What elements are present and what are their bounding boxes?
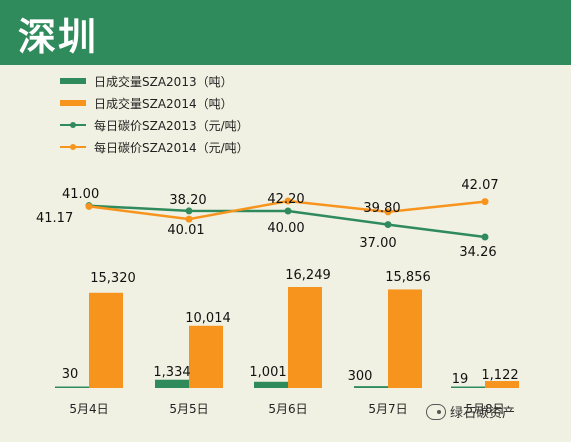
bar-label-vol-2013: 1,334 bbox=[153, 365, 190, 380]
legend-label: 每日碳价SZA2014（元/吨） bbox=[94, 140, 249, 155]
legend-item-vol-2013: 日成交量SZA2013（吨） bbox=[60, 70, 249, 92]
price-label-2014: 38.20 bbox=[169, 193, 206, 208]
bar-vol-2013 bbox=[354, 386, 388, 388]
legend: 日成交量SZA2013（吨） 日成交量SZA2014（吨） 每日碳价SZA201… bbox=[60, 70, 249, 158]
price-2013-point bbox=[284, 207, 292, 215]
legend-label: 日成交量SZA2013（吨） bbox=[94, 74, 233, 89]
bar-label-vol-2014: 10,014 bbox=[185, 311, 231, 326]
watermark-text: 绿石碳资产 bbox=[450, 406, 516, 421]
x-tick-label: 5月4日 bbox=[69, 402, 108, 416]
price-2014-point bbox=[284, 197, 292, 205]
bar-label-vol-2014: 15,856 bbox=[385, 270, 431, 285]
bar-vol-2013 bbox=[55, 386, 89, 388]
price-2013-point bbox=[384, 221, 392, 229]
bar-label-vol-2014: 15,320 bbox=[90, 271, 136, 286]
price-2013-point bbox=[481, 233, 489, 241]
bar-vol-2013 bbox=[254, 381, 288, 388]
bar-label-vol-2014: 1,122 bbox=[481, 368, 518, 383]
page-title: 深圳 bbox=[18, 15, 99, 59]
watermark: 绿石碳资产 bbox=[426, 402, 515, 421]
legend-swatch-bar bbox=[60, 75, 86, 87]
legend-item-price-2014: 每日碳价SZA2014（元/吨） bbox=[60, 136, 249, 158]
bar-label-vol-2013: 1,001 bbox=[249, 365, 286, 380]
price-label-2014: 39.80 bbox=[363, 201, 400, 216]
legend-label: 日成交量SZA2014（吨） bbox=[94, 96, 233, 111]
legend-swatch-line bbox=[60, 141, 86, 153]
price-2013-point bbox=[185, 207, 193, 215]
price-2014-point bbox=[185, 215, 193, 223]
bar-vol-2014 bbox=[485, 381, 519, 388]
price-label-2013: 37.00 bbox=[359, 236, 396, 251]
bar-vol-2014 bbox=[388, 289, 422, 388]
price-2014-point bbox=[384, 208, 392, 216]
price-label-2014: 41.00 bbox=[62, 187, 99, 202]
legend-swatch-bar bbox=[60, 97, 86, 109]
bar-label-vol-2013: 19 bbox=[452, 372, 469, 387]
legend-item-vol-2014: 日成交量SZA2014（吨） bbox=[60, 92, 249, 114]
bar-vol-2014 bbox=[288, 287, 322, 388]
price-label-2013: 40.01 bbox=[167, 223, 204, 238]
price-label-2013: 41.17 bbox=[36, 211, 73, 226]
wechat-icon bbox=[426, 403, 446, 420]
legend-swatch-line bbox=[60, 119, 86, 131]
price-label-2013: 40.00 bbox=[267, 221, 304, 236]
price-2014-point bbox=[481, 198, 489, 206]
bar-vol-2013 bbox=[155, 379, 189, 388]
price-2014-point bbox=[85, 202, 93, 210]
price-label-2014: 42.20 bbox=[267, 192, 304, 207]
price-label-2013: 34.26 bbox=[459, 245, 496, 260]
legend-label: 每日碳价SZA2013（元/吨） bbox=[94, 118, 249, 133]
bar-vol-2014 bbox=[189, 325, 223, 388]
bar-label-vol-2013: 300 bbox=[348, 369, 373, 384]
x-tick-label: 5月5日 bbox=[169, 402, 208, 416]
legend-item-price-2013: 每日碳价SZA2013（元/吨） bbox=[60, 114, 249, 136]
x-tick-label: 5月6日 bbox=[268, 402, 307, 416]
title-banner: 深圳 bbox=[0, 0, 571, 65]
bar-vol-2014 bbox=[89, 292, 123, 388]
price-label-2014: 42.07 bbox=[461, 178, 498, 193]
x-tick-label: 5月7日 bbox=[368, 402, 407, 416]
bar-label-vol-2013: 30 bbox=[62, 367, 79, 382]
bar-label-vol-2014: 16,249 bbox=[285, 268, 331, 283]
bar-vol-2013 bbox=[451, 386, 485, 388]
x-tick-label: 5月8日 bbox=[465, 402, 504, 416]
